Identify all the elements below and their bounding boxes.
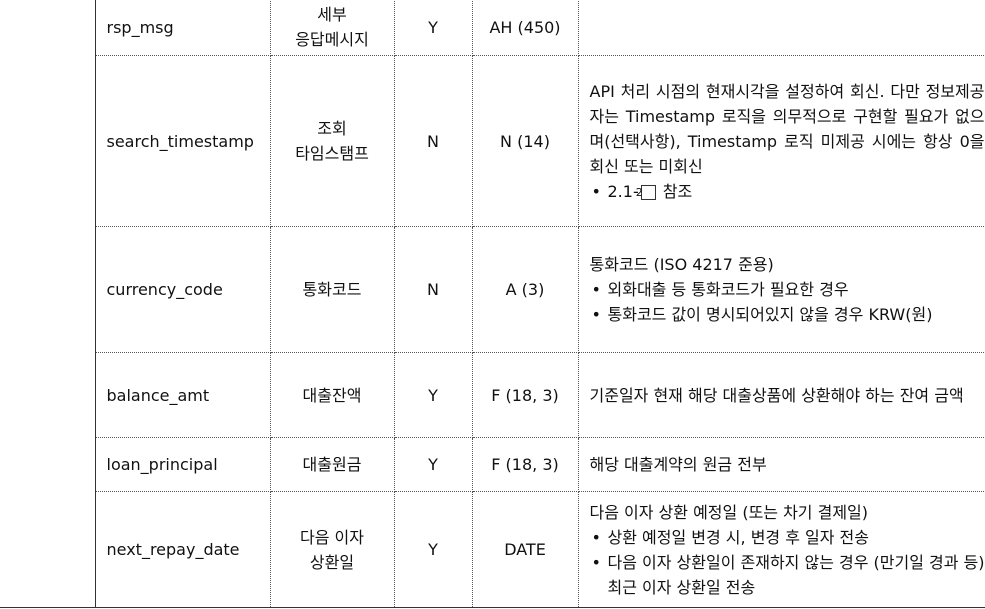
field-name: currency_code (94, 226, 271, 353)
field-label: 대출원금 (269, 437, 395, 492)
field-required: Y (393, 0, 473, 56)
indent-column (0, 0, 96, 608)
description-bullet: • 상환 예정일 변경 시, 변경 후 일자 전송 (590, 525, 985, 550)
field-required: Y (393, 437, 473, 492)
table-row: balance_amt 대출잔액 Y F (18, 3) 기준일자 현재 해당 … (0, 352, 985, 438)
field-type: F (18, 3) (471, 352, 579, 438)
field-type: AH (450) (471, 0, 579, 56)
field-label-line: 응답메시지 (295, 30, 369, 49)
field-label: 세부 응답메시지 (269, 0, 395, 56)
field-description (577, 0, 985, 56)
field-label-line: 대출원금 (302, 455, 362, 474)
table-row: loan_principal 대출원금 Y F (18, 3) 해당 대출계약의… (0, 437, 985, 492)
bullet-icon: • (591, 552, 601, 572)
bullet-icon: • (591, 280, 601, 299)
description-text: 통화코드 (ISO 4217 준용) (589, 255, 774, 274)
field-type: A (3) (471, 226, 579, 353)
field-name: next_repay_date (94, 491, 271, 608)
field-required: Y (393, 352, 473, 438)
bullet-text: 통화코드 값이 명시되어있지 않을 경우 KRW(원) (607, 305, 933, 324)
field-label: 다음 이자 상환일 (269, 491, 395, 608)
field-name: rsp_msg (94, 0, 271, 56)
description-bullet: • 2.1-2 참조 (590, 179, 985, 204)
field-label-line: 상환일 (309, 552, 355, 572)
bullet-text: 상환 예정일 변경 시, 변경 후 일자 전송 (607, 527, 870, 547)
description-bullet: • 외화대출 등 통화코드가 필요한 경우 (590, 277, 985, 302)
bullet-icon: • (591, 305, 601, 324)
reference-prefix: 2.1- (607, 181, 639, 201)
description-text: 다음 이자 상환 예정일 (또는 차기 결제일) (589, 502, 869, 522)
field-type: N (14) (471, 55, 579, 227)
field-label: 조회 타임스탬프 (269, 55, 395, 227)
bullet-text: 외화대출 등 통화코드가 필요한 경우 (607, 280, 849, 299)
table-row: search_timestamp 조회 타임스탬프 N N (14) API 처… (0, 55, 985, 227)
bullet-text: 다음 이자 상환일이 존재하지 않는 경우 (만기일 경과 등) 최근 이자 상… (607, 552, 985, 597)
field-label-line: 타임스탬프 (295, 144, 369, 163)
field-description: API 처리 시점의 현재시각을 설정하여 회신. 다만 정보제공자는 Time… (577, 55, 985, 227)
field-type: DATE (471, 491, 579, 608)
field-required: Y (393, 491, 473, 608)
field-name: balance_amt (94, 352, 271, 438)
description-text: 해당 대출계약의 원금 전부 (589, 455, 767, 474)
field-label-line: 대출잔액 (302, 385, 362, 405)
boxed-number: 2 (636, 184, 656, 200)
field-label: 대출잔액 (269, 352, 395, 438)
field-description: 다음 이자 상환 예정일 (또는 차기 결제일) • 상환 예정일 변경 시, 변… (577, 491, 985, 608)
description-text: API 처리 시점의 현재시각을 설정하여 회신. 다만 정보제공자는 Time… (589, 81, 985, 176)
bullet-icon: • (591, 181, 601, 201)
field-name: loan_principal (94, 437, 271, 492)
field-type: F (18, 3) (471, 437, 579, 492)
field-label: 통화코드 (269, 226, 395, 353)
table-row: next_repay_date 다음 이자 상환일 Y DATE 다음 이자 상… (0, 491, 985, 608)
field-description: 기준일자 현재 해당 대출상품에 상환해야 하는 잔여 금액 (577, 352, 985, 438)
field-required: N (393, 226, 473, 353)
reference-suffix: 참조 (657, 181, 693, 201)
bullet-icon: • (591, 527, 601, 547)
description-text: 기준일자 현재 해당 대출상품에 상환해야 하는 잔여 금액 (589, 385, 964, 405)
field-description: 통화코드 (ISO 4217 준용) • 외화대출 등 통화코드가 필요한 경우 … (577, 226, 985, 353)
field-label-line: 통화코드 (302, 280, 362, 299)
field-required: N (393, 55, 473, 227)
field-name: search_timestamp (94, 55, 271, 227)
description-bullet: • 다음 이자 상환일이 존재하지 않는 경우 (만기일 경과 등) 최근 이자 … (590, 550, 985, 600)
description-bullet: • 통화코드 값이 명시되어있지 않을 경우 KRW(원) (590, 302, 985, 327)
field-label-line: 세부 (317, 5, 347, 24)
field-label-line: 조회 (317, 119, 347, 138)
table-row: currency_code 통화코드 N A (3) 통화코드 (ISO 421… (0, 226, 985, 353)
field-description: 해당 대출계약의 원금 전부 (577, 437, 985, 492)
field-label-line: 다음 이자 (300, 527, 364, 547)
